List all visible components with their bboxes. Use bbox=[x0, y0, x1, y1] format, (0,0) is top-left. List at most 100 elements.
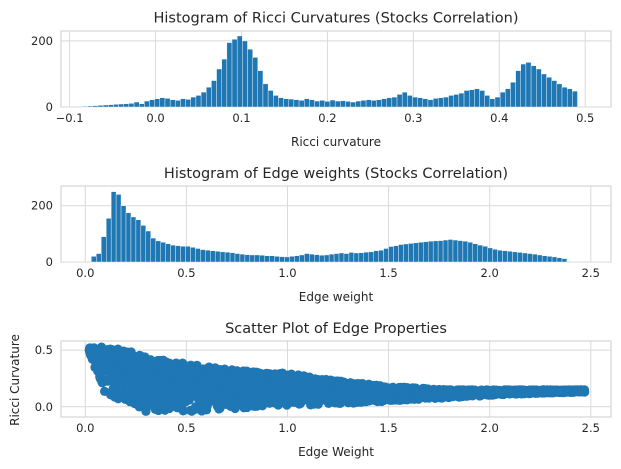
histogram-bar bbox=[489, 98, 496, 108]
histogram-bar bbox=[551, 80, 558, 108]
histogram-bar bbox=[304, 253, 310, 263]
histogram-bar bbox=[413, 242, 419, 263]
histogram-bar bbox=[105, 218, 112, 263]
histogram-bar bbox=[211, 80, 217, 108]
histogram-bar bbox=[443, 96, 449, 108]
chart-title: Scatter Plot of Edge Properties bbox=[225, 321, 447, 337]
scatter-point bbox=[289, 385, 299, 396]
histogram-bar bbox=[118, 103, 124, 108]
histogram-bar bbox=[502, 250, 508, 263]
scatter-point bbox=[236, 367, 246, 378]
histogram-bar bbox=[386, 97, 393, 108]
scatter-point bbox=[310, 383, 320, 393]
y-tick-labels: 0.0 0.5 bbox=[35, 343, 53, 414]
x-tick-labels: 0.0 0.5 1.0 1.5 2.0 2.5 bbox=[76, 421, 600, 435]
scatter-point bbox=[201, 405, 212, 415]
scatter-point bbox=[171, 391, 181, 401]
scatter-point bbox=[110, 390, 121, 401]
scatter-point bbox=[370, 395, 380, 406]
scatter-point bbox=[219, 390, 229, 400]
scatter-point bbox=[147, 386, 157, 396]
x-tick-label: 2.0 bbox=[481, 266, 499, 280]
histogram-bar bbox=[428, 240, 434, 263]
histogram-bar bbox=[457, 240, 464, 263]
scatter-point bbox=[115, 350, 125, 360]
histogram-bar bbox=[314, 100, 320, 108]
histogram-bar bbox=[353, 252, 360, 263]
scatter-point bbox=[239, 389, 250, 399]
histogram-bar bbox=[236, 35, 243, 108]
histogram-bar bbox=[298, 100, 305, 108]
histogram-bar bbox=[546, 256, 553, 263]
scatter-point bbox=[555, 387, 565, 397]
scatter-point bbox=[191, 365, 202, 376]
scatter-point bbox=[97, 366, 108, 376]
histogram-bar bbox=[123, 103, 130, 108]
histogram-bar bbox=[561, 258, 568, 263]
histogram-bar bbox=[87, 105, 93, 108]
chart-title: Histogram of Edge weights (Stocks Correl… bbox=[164, 166, 508, 182]
scatter-point bbox=[472, 386, 482, 396]
scatter-point bbox=[316, 377, 327, 387]
histogram-bar bbox=[472, 243, 478, 263]
histogram-bar bbox=[383, 248, 389, 263]
scatter-point bbox=[278, 388, 288, 398]
histogram-bar bbox=[288, 98, 295, 108]
histogram-bar bbox=[492, 249, 498, 263]
histogram-bar bbox=[469, 89, 475, 108]
scatter-point bbox=[527, 387, 537, 397]
scatter-point bbox=[227, 373, 237, 383]
scatter-point bbox=[377, 394, 387, 404]
scatter-point bbox=[325, 376, 335, 387]
histogram-bar bbox=[556, 83, 563, 108]
scatter-point bbox=[114, 383, 124, 393]
histogram-bar bbox=[345, 101, 351, 108]
scatter-point bbox=[422, 391, 433, 401]
scatter-point bbox=[486, 389, 496, 399]
histogram-bar bbox=[224, 251, 231, 263]
x-tick-labels: 0.0 0.5 1.0 1.5 2.0 2.5 bbox=[76, 266, 600, 280]
histogram-bar bbox=[267, 90, 274, 108]
x-tick-label: 2.0 bbox=[481, 421, 499, 435]
scatter-point bbox=[352, 378, 363, 389]
histogram-bar bbox=[561, 86, 568, 108]
scatter-point bbox=[196, 396, 207, 407]
histogram-bar bbox=[299, 254, 305, 263]
histogram-bar bbox=[328, 253, 335, 263]
histogram-bar bbox=[448, 95, 454, 108]
histogram-bar bbox=[522, 252, 528, 263]
histogram-bar bbox=[195, 95, 202, 108]
scatter-point bbox=[414, 389, 424, 399]
scatter-point bbox=[135, 350, 145, 360]
histogram-bar bbox=[393, 245, 399, 263]
scatter-point bbox=[322, 390, 332, 400]
scatter-point bbox=[341, 379, 351, 390]
x-tick-label: 0.5 bbox=[576, 111, 594, 125]
histogram-bar bbox=[249, 254, 256, 263]
x-tick-label: 1.0 bbox=[278, 421, 296, 435]
histogram-bar bbox=[252, 57, 258, 108]
histogram-bar bbox=[348, 252, 355, 263]
histogram-bar bbox=[462, 240, 469, 263]
histogram-bar bbox=[525, 62, 532, 108]
scatter-point bbox=[169, 359, 180, 369]
histogram-bar bbox=[160, 242, 166, 263]
scatter-point bbox=[151, 404, 161, 414]
y-tick-label: 200 bbox=[31, 34, 53, 48]
histogram-bar bbox=[269, 255, 275, 263]
scatter-points bbox=[84, 342, 590, 416]
histogram-bar bbox=[423, 241, 429, 263]
histogram-bar bbox=[169, 99, 176, 108]
histogram-bar bbox=[381, 98, 387, 108]
histogram-bar bbox=[274, 256, 280, 263]
scatter-point bbox=[402, 395, 412, 405]
histogram-bar bbox=[221, 58, 228, 108]
histogram-bar bbox=[113, 104, 119, 108]
histogram-bar bbox=[108, 104, 114, 108]
histogram-bar bbox=[343, 253, 350, 263]
histogram-bar bbox=[452, 239, 459, 263]
scatter-point bbox=[432, 386, 442, 397]
histogram-bar bbox=[532, 253, 538, 263]
histogram-bar bbox=[247, 48, 253, 108]
histogram-bar bbox=[284, 256, 290, 263]
